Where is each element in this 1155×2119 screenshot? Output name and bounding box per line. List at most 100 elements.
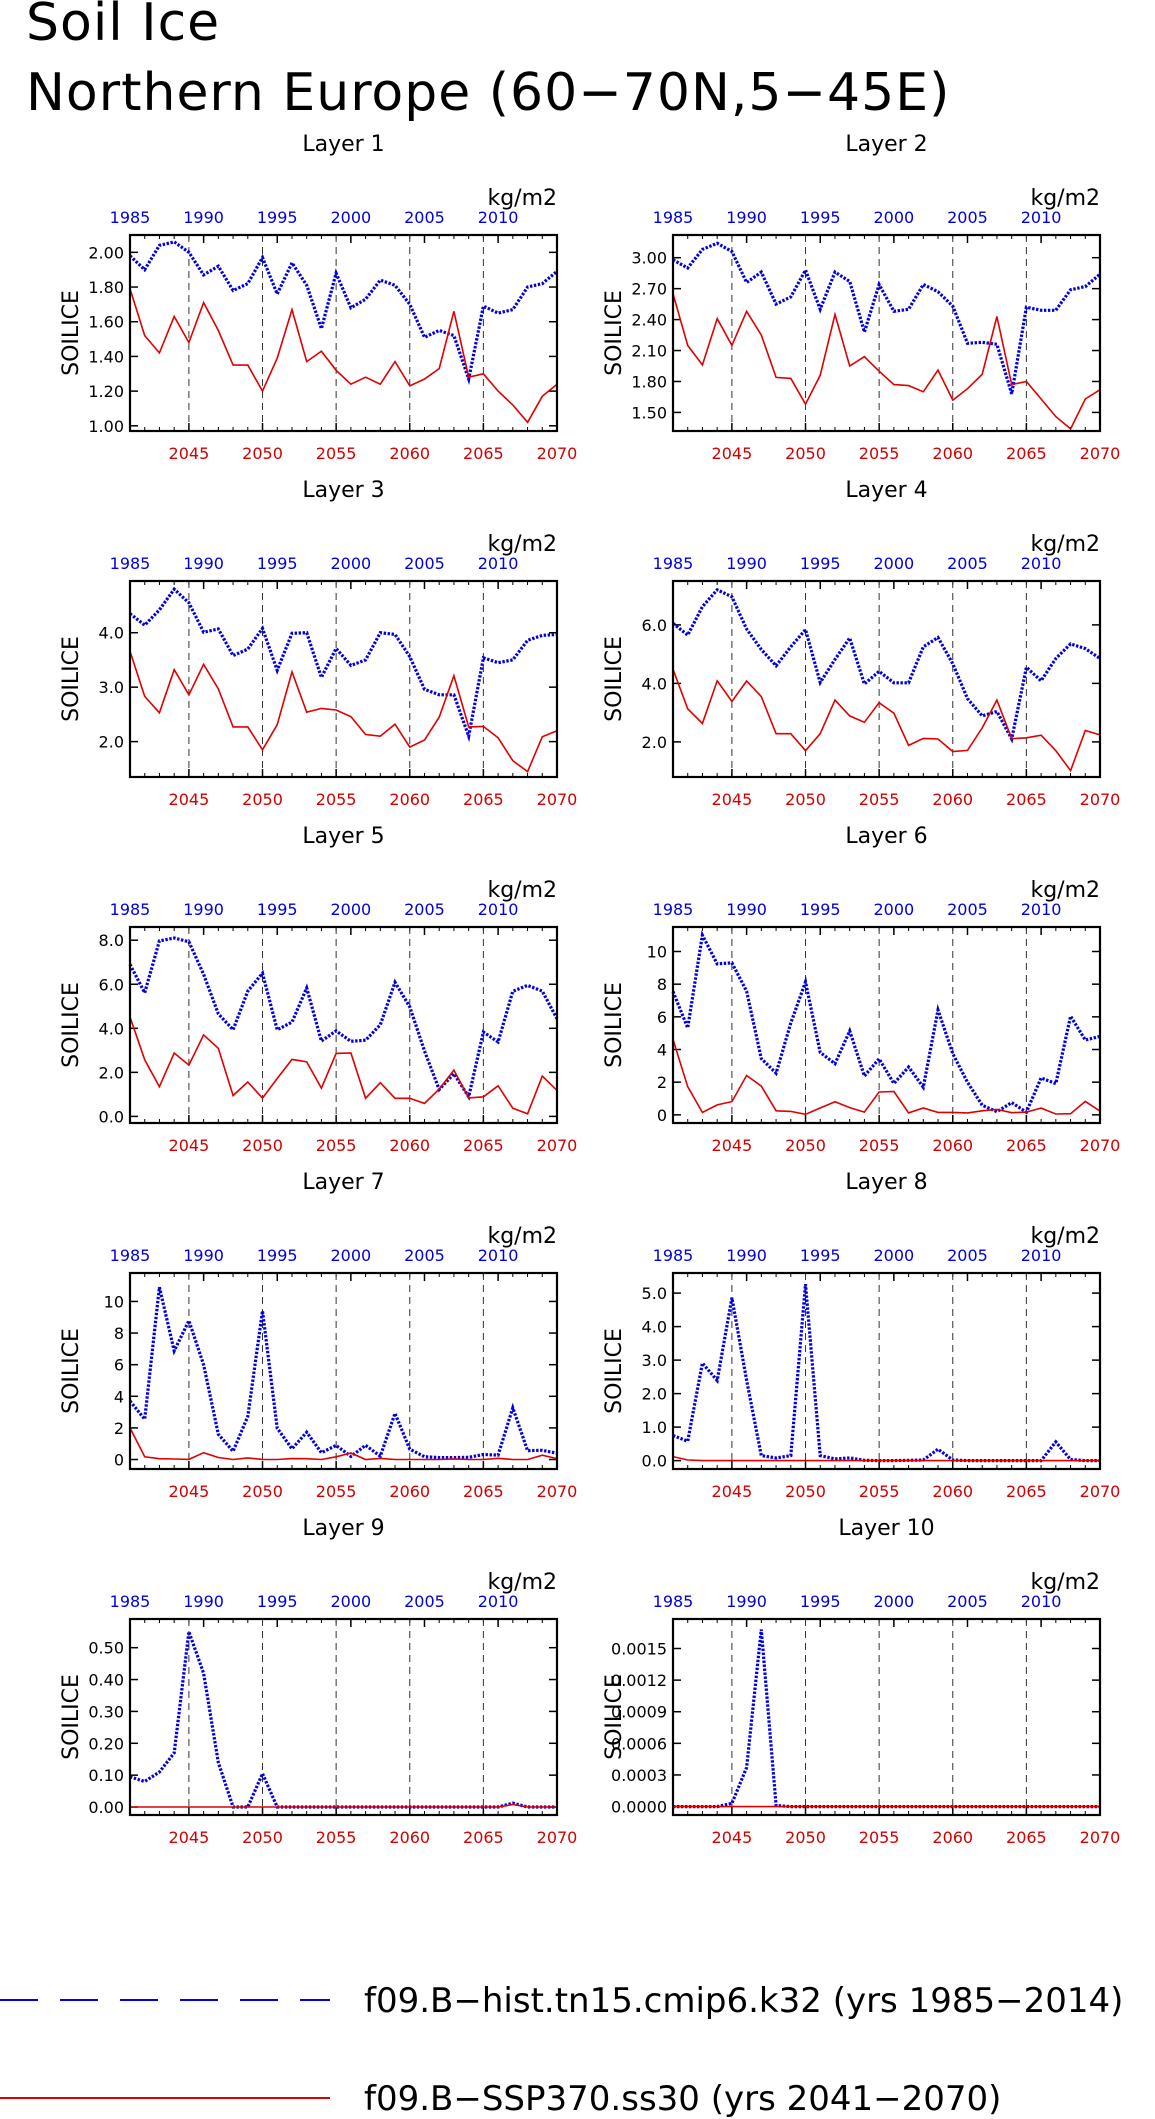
panel-units: kg/m2 [487, 1224, 557, 1249]
series-hist-line [129, 586, 558, 743]
y-tick-label: 4.0 [99, 624, 124, 643]
series-hist-line [128, 1286, 558, 1460]
panel-layer-10: Layer 10 kg/m2 1985 1990 1995 2000 2005 2010 204… [602, 1516, 1120, 1847]
top-tick-label: 1990 [726, 1592, 767, 1611]
panel-title: Layer 9 [302, 1516, 384, 1541]
top-tick-label: 2005 [404, 208, 445, 227]
y-tick-label: 10 [104, 1292, 124, 1311]
bottom-tick-label: 2050 [785, 444, 826, 463]
top-tick-label: 1995 [800, 1592, 841, 1611]
top-tick-label: 2000 [331, 1592, 372, 1611]
y-tick-label: 2 [114, 1419, 124, 1438]
panel-title: Layer 6 [845, 824, 927, 849]
bottom-tick-label: 2055 [316, 444, 357, 463]
panel-frame [128, 1271, 559, 1471]
y-tick-label: 1.80 [631, 372, 667, 391]
top-tick-label: 2010 [1021, 1592, 1062, 1611]
y-tick-label: 0.0003 [611, 1766, 667, 1785]
top-tick-label: 1990 [183, 1246, 224, 1265]
top-tick-label: 1985 [653, 1246, 694, 1265]
y-tick-label: 0.30 [88, 1702, 124, 1721]
series-ssp-line [130, 1803, 557, 1808]
top-tick-label: 2005 [404, 1246, 445, 1265]
top-tick-label: 2005 [404, 554, 445, 573]
bottom-tick-label: 2055 [859, 1828, 900, 1847]
bottom-tick-label: 2070 [537, 1828, 578, 1847]
bottom-tick-label: 2055 [316, 1482, 357, 1501]
top-tick-label: 2005 [947, 900, 988, 919]
panel-units: kg/m2 [1030, 186, 1100, 211]
bottom-tick-label: 2050 [242, 444, 283, 463]
bottom-tick-label: 2070 [537, 790, 578, 809]
y-axis-label: SOILICE [602, 982, 627, 1068]
y-tick-label: 2 [657, 1073, 667, 1092]
top-tick-label: 2000 [331, 1246, 372, 1265]
y-axis-label: SOILICE [59, 1674, 84, 1760]
y-tick-label: 0.20 [88, 1734, 124, 1753]
bottom-tick-label: 2050 [785, 790, 826, 809]
bottom-tick-label: 2070 [537, 1482, 578, 1501]
top-tick-label: 2010 [478, 1592, 519, 1611]
y-tick-label: 5.0 [642, 1284, 667, 1303]
y-tick-label: 0.0006 [611, 1734, 667, 1753]
top-tick-label: 2010 [478, 1246, 519, 1265]
bottom-tick-label: 2065 [1006, 444, 1047, 463]
series-hist-line [128, 936, 559, 1101]
y-tick-label: 0.0 [642, 1452, 667, 1471]
y-tick-label: 0.40 [88, 1671, 124, 1690]
bottom-tick-label: 2070 [1080, 1136, 1121, 1155]
y-tick-label: 0.0012 [611, 1671, 667, 1690]
y-tick-label: 0.0015 [611, 1640, 667, 1659]
top-tick-label: 1995 [800, 208, 841, 227]
y-tick-label: 3.0 [99, 678, 124, 697]
y-tick-label: 2.0 [642, 1385, 667, 1404]
top-tick-label: 2000 [874, 900, 915, 919]
top-tick-label: 2000 [874, 208, 915, 227]
figure-title-line-2: Northern Europe (60−70N,5−45E) [26, 63, 950, 123]
y-tick-label: 3.00 [631, 249, 667, 268]
y-tick-label: 4 [657, 1041, 667, 1060]
series-hist-line [672, 241, 1102, 395]
top-tick-label: 2000 [874, 1592, 915, 1611]
bottom-tick-label: 2055 [859, 790, 900, 809]
top-tick-label: 1985 [110, 208, 151, 227]
panel-units: kg/m2 [1030, 1570, 1100, 1595]
top-tick-label: 1995 [257, 1246, 298, 1265]
panel-units: kg/m2 [1030, 1224, 1100, 1249]
bottom-tick-label: 2045 [712, 1828, 753, 1847]
y-tick-label: 4.0 [99, 1019, 124, 1038]
bottom-tick-label: 2050 [785, 1482, 826, 1501]
top-tick-label: 1995 [800, 1246, 841, 1265]
bottom-tick-label: 2065 [463, 790, 504, 809]
panel-layer-9: Layer 9 kg/m2 1985 1990 1995 2000 2005 2010 2045… [59, 1516, 577, 1847]
panel-frame [671, 1271, 1102, 1471]
y-tick-label: 3.0 [642, 1351, 667, 1370]
top-tick-label: 1985 [110, 1246, 151, 1265]
bottom-tick-label: 2045 [169, 790, 210, 809]
y-tick-label: 2.10 [631, 342, 667, 361]
top-tick-label: 2000 [331, 554, 372, 573]
y-tick-label: 1.50 [631, 403, 667, 422]
y-tick-label: 0.00 [88, 1798, 124, 1817]
y-tick-label: 1.60 [88, 313, 124, 332]
y-tick-label: 0.10 [88, 1766, 124, 1785]
bottom-tick-label: 2045 [169, 1828, 210, 1847]
top-tick-label: 1990 [726, 1246, 767, 1265]
bottom-tick-label: 2060 [389, 444, 430, 463]
bottom-tick-label: 2070 [1080, 444, 1121, 463]
top-tick-label: 1985 [110, 554, 151, 573]
panel-title: Layer 1 [302, 132, 384, 157]
bottom-tick-label: 2045 [169, 1136, 210, 1155]
top-tick-label: 2010 [478, 208, 519, 227]
y-tick-label: 4.0 [642, 1318, 667, 1337]
y-tick-label: 2.70 [631, 280, 667, 299]
bottom-tick-label: 2065 [463, 444, 504, 463]
series-hist-line [128, 240, 559, 386]
y-tick-label: 1.40 [88, 347, 124, 366]
top-tick-label: 1990 [726, 554, 767, 573]
top-tick-label: 1995 [257, 554, 298, 573]
y-tick-label: 0.50 [88, 1639, 124, 1658]
y-tick-label: 0 [114, 1451, 124, 1470]
bottom-tick-label: 2060 [932, 1136, 973, 1155]
figure-title-line-1: Soil Ice [26, 0, 220, 53]
